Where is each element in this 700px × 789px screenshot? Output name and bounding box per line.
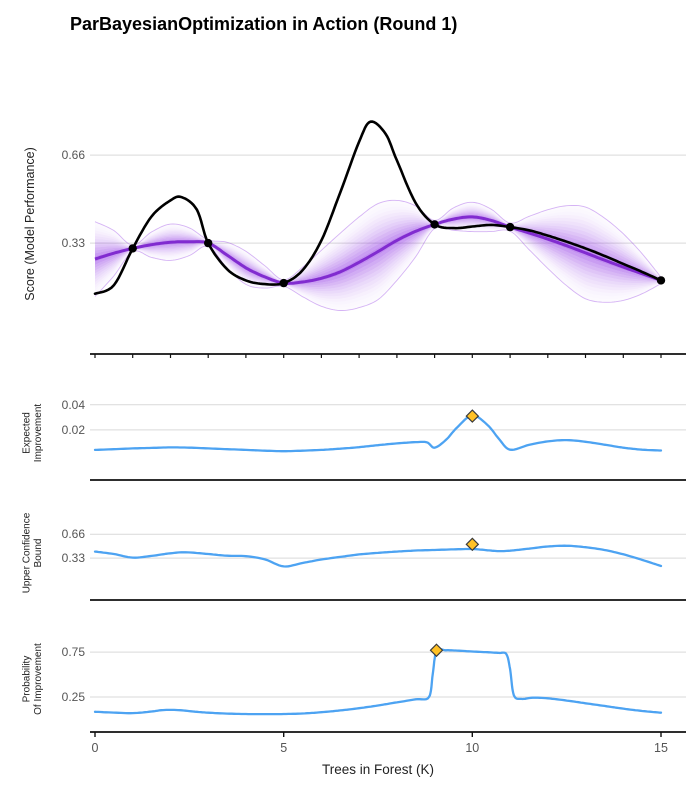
chart-canvas: 0.33 0.66 Score (Model Performance) 0.02 0.0… — [22, 120, 686, 777]
y-axis-label: Score (Model Performance) — [23, 147, 37, 301]
y-axis-label: Probability — [22, 656, 33, 703]
uncertainty-band-slice — [95, 225, 661, 299]
observation-point — [204, 238, 213, 248]
uncertainty-band-slice — [95, 206, 661, 282]
uncertainty-band-slice — [95, 225, 661, 302]
observation-point — [430, 220, 439, 229]
y-axis-label: Expected — [22, 412, 33, 454]
uncertainty-band-slice — [95, 215, 661, 284]
x-tick-label: 15 — [654, 741, 668, 755]
x-tick-label: 0 — [92, 741, 99, 755]
uncertainty-envelope — [94, 226, 662, 311]
uncertainty-band-slice — [95, 207, 661, 282]
y-axis-label: Bound — [33, 539, 44, 568]
uncertainty-envelope — [94, 199, 662, 281]
best-candidate-marker — [429, 643, 444, 658]
y-tick-label: 0.33 — [62, 551, 86, 565]
uncertainty-band-slice — [95, 225, 661, 305]
y-tick-label: 0.25 — [62, 690, 86, 704]
x-tick-label: 5 — [280, 741, 287, 755]
x-axis-title: Trees in Forest (K) — [322, 762, 434, 777]
x-tick-label: 10 — [465, 741, 479, 755]
chart-title: ParBayesianOptimization in Action (Round… — [70, 14, 458, 34]
observation-point — [279, 278, 288, 288]
probability-of-improvement-line — [93, 647, 663, 716]
expected-improvement-line — [93, 414, 663, 453]
y-tick-label: 0.66 — [62, 527, 86, 541]
upper-confidence-bound-line — [93, 544, 663, 568]
true-function-line — [93, 120, 663, 295]
y-tick-label: 0.02 — [62, 423, 86, 437]
posterior-mean-line — [94, 215, 662, 285]
y-axis-label: Improvement — [33, 404, 44, 463]
best-candidate-marker — [465, 537, 480, 552]
y-tick-label: 0.66 — [62, 148, 86, 162]
y-axis-label: Upper Confidence — [22, 512, 33, 593]
observation-point — [656, 276, 666, 285]
y-tick-label: 0.33 — [62, 236, 86, 250]
best-candidate-marker — [465, 409, 480, 423]
uncertainty-band — [95, 204, 661, 305]
observation-point — [505, 222, 515, 232]
y-tick-label: 0.04 — [62, 398, 86, 412]
y-axis-label: Of Improvement — [33, 643, 44, 715]
y-tick-label: 0.75 — [62, 645, 86, 659]
observation-point — [128, 244, 137, 253]
